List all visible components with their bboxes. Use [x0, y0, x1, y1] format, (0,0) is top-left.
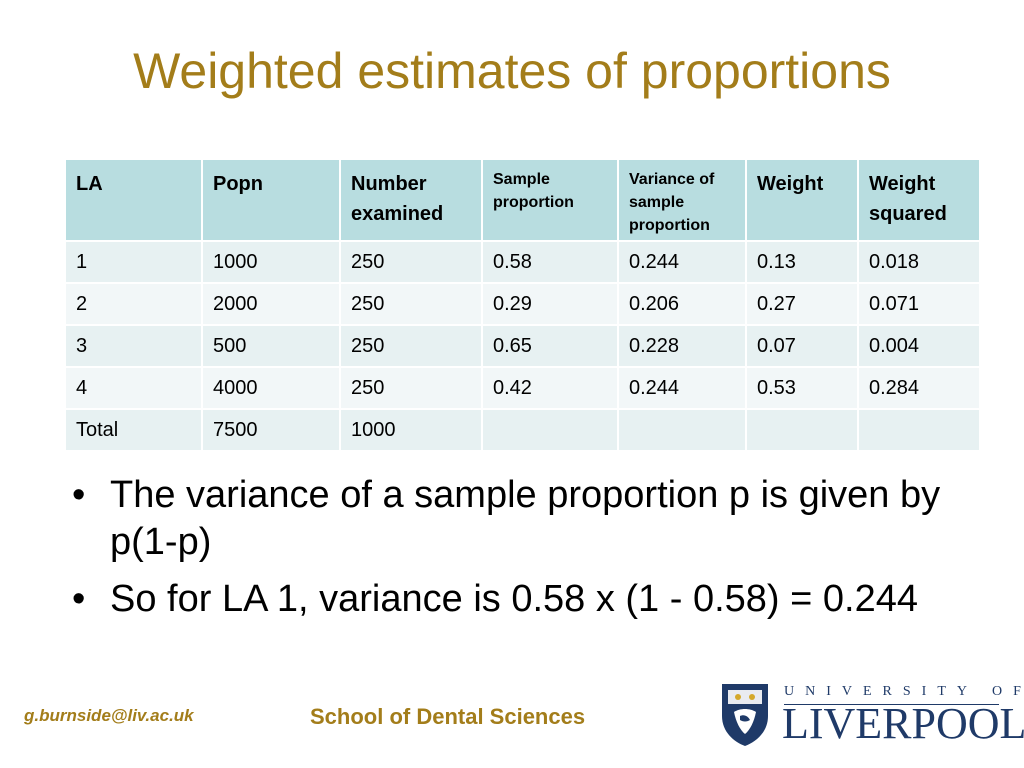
- header-variance: Variance of sample proportion: [617, 158, 747, 242]
- table-cell: 250: [339, 282, 483, 326]
- table-cell: 4000: [201, 366, 341, 410]
- table-cell: 0.228: [617, 324, 747, 368]
- table-row: 3 500 250 0.65 0.228 0.07 0.004: [64, 324, 981, 368]
- header-number-examined: Number examined: [339, 158, 483, 242]
- table-header-row: LA Popn Number examined Sample proportion …: [64, 158, 981, 242]
- table-row: 2 2000 250 0.29 0.206 0.27 0.071: [64, 282, 981, 326]
- table-cell: 0.07: [745, 324, 859, 368]
- table-cell: [857, 408, 981, 452]
- table-cell: 0.65: [481, 324, 619, 368]
- table-cell: 7500: [201, 408, 341, 452]
- header-weight-squared: Weight squared: [857, 158, 981, 242]
- header-popn: Popn: [201, 158, 341, 242]
- table-cell: 0.53: [745, 366, 859, 410]
- table-cell: 4: [64, 366, 203, 410]
- table-cell: 2: [64, 282, 203, 326]
- logo-top-text: UNIVERSITY OF: [784, 684, 1024, 699]
- header-weight: Weight: [745, 158, 859, 242]
- table-cell: 0.244: [617, 366, 747, 410]
- table-cell: 0.071: [857, 282, 981, 326]
- table-cell: 2000: [201, 282, 341, 326]
- bullet-text: So for LA 1, variance is 0.58 x (1 - 0.5…: [110, 578, 918, 620]
- bullet-marker: •: [72, 474, 86, 516]
- table-cell: [745, 408, 859, 452]
- table-cell: 0.004: [857, 324, 981, 368]
- table-cell: 1000: [339, 408, 483, 452]
- table-cell: 1: [64, 240, 203, 284]
- table-cell: 500: [201, 324, 341, 368]
- table-cell: 0.27: [745, 282, 859, 326]
- header-la: LA: [64, 158, 203, 242]
- table-cell: 0.58: [481, 240, 619, 284]
- table-cell: 250: [339, 240, 483, 284]
- slide-title: Weighted estimates of proportions: [133, 43, 891, 99]
- table-row: 1 1000 250 0.58 0.244 0.13 0.018: [64, 240, 981, 284]
- university-logo: UNIVERSITY OF LIVERPOOL: [718, 680, 1024, 750]
- bullet-item: • So for LA 1, variance is 0.58 x (1 - 0…: [72, 576, 952, 623]
- table-cell: 0.206: [617, 282, 747, 326]
- logo-bottom-text: LIVERPOOL: [782, 699, 1024, 748]
- footer-email: g.burnside@liv.ac.uk: [24, 706, 194, 725]
- bullet-list: • The variance of a sample proportion p …: [72, 472, 952, 633]
- table-cell: [617, 408, 747, 452]
- table-row-total: Total 7500 1000: [64, 408, 981, 452]
- table-cell: Total: [64, 408, 203, 452]
- table-cell: 0.13: [745, 240, 859, 284]
- data-table: LA Popn Number examined Sample proportion …: [64, 158, 981, 452]
- table-cell: 0.244: [617, 240, 747, 284]
- bullet-text: The variance of a sample proportion p is…: [110, 474, 941, 563]
- table-cell: 0.284: [857, 366, 981, 410]
- bullet-item: • The variance of a sample proportion p …: [72, 472, 952, 566]
- bullet-marker: •: [72, 578, 86, 620]
- footer-school-name: School of Dental Sciences: [310, 704, 586, 729]
- table-cell: 0.29: [481, 282, 619, 326]
- logo-divider: [784, 704, 999, 705]
- table-row: 4 4000 250 0.42 0.244 0.53 0.284: [64, 366, 981, 410]
- table-cell: 250: [339, 366, 483, 410]
- university-crest-icon: [722, 684, 768, 746]
- table-cell: 1000: [201, 240, 341, 284]
- header-sample-proportion: Sample proportion: [481, 158, 619, 242]
- table-cell: [481, 408, 619, 452]
- table-cell: 250: [339, 324, 483, 368]
- table-cell: 3: [64, 324, 203, 368]
- table-cell: 0.018: [857, 240, 981, 284]
- table-cell: 0.42: [481, 366, 619, 410]
